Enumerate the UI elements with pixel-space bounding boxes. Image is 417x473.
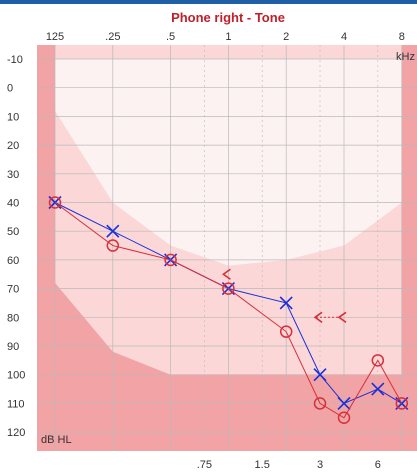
- series-o-markers: [48, 196, 409, 424]
- x-tick-label-top: 8: [399, 31, 405, 43]
- o-marker: [337, 411, 351, 424]
- x-marker: [313, 368, 327, 382]
- x-tick-label-top: 2: [283, 31, 289, 43]
- top-accent-bar: [0, 0, 417, 4]
- x-marker: [337, 396, 351, 410]
- o-marker: [395, 397, 409, 410]
- o-marker: [279, 325, 293, 338]
- x-unit-label: kHz: [396, 51, 415, 63]
- x-tick-label-top: 4: [341, 31, 347, 43]
- y-unit-label: dB HL: [41, 434, 72, 446]
- y-tick-label: 90: [7, 341, 19, 353]
- y-tick-label: -10: [7, 54, 23, 66]
- bone-marker: [313, 311, 323, 323]
- y-tick-label: 50: [7, 226, 19, 238]
- y-tick-label: 70: [7, 284, 19, 296]
- y-tick-label: 80: [7, 312, 19, 324]
- x-marker: [371, 382, 385, 396]
- y-tick-label: 10: [7, 111, 19, 123]
- x-marker: [106, 224, 120, 238]
- o-marker: [48, 196, 62, 209]
- y-tick-label: 110: [7, 398, 25, 410]
- chart-title: Phone right - Tone: [171, 10, 285, 25]
- y-tick-label: 100: [7, 370, 25, 382]
- x-tick-label-bottom: 3: [317, 459, 323, 471]
- series-bone-markers: [222, 268, 347, 323]
- bone-marker: [222, 268, 231, 280]
- o-marker: [222, 282, 235, 295]
- y-tick-label: 60: [7, 255, 19, 267]
- bone-marker: [337, 311, 347, 323]
- y-tick-label: 120: [7, 427, 25, 439]
- series-line: [54, 202, 403, 419]
- o-marker: [106, 239, 120, 252]
- x-tick-label-top: .25: [105, 31, 120, 43]
- y-tick-label: 40: [7, 198, 19, 210]
- x-tick-label-top: 1: [225, 31, 231, 43]
- x-tick-label-top: .5: [166, 31, 175, 43]
- x-tick-label-bottom: 1.5: [255, 459, 270, 471]
- y-tick-label: 20: [7, 140, 19, 152]
- o-marker: [371, 354, 385, 367]
- x-tick-label-top: 125: [46, 31, 64, 43]
- x-tick-label-bottom: .75: [197, 459, 212, 471]
- y-tick-label: 0: [7, 83, 13, 95]
- x-tick-label-bottom: 6: [375, 459, 381, 471]
- grid-lines: [37, 45, 417, 451]
- o-marker: [313, 397, 327, 410]
- y-tick-label: 30: [7, 169, 19, 181]
- x-marker: [279, 296, 293, 310]
- o-marker: [164, 253, 177, 267]
